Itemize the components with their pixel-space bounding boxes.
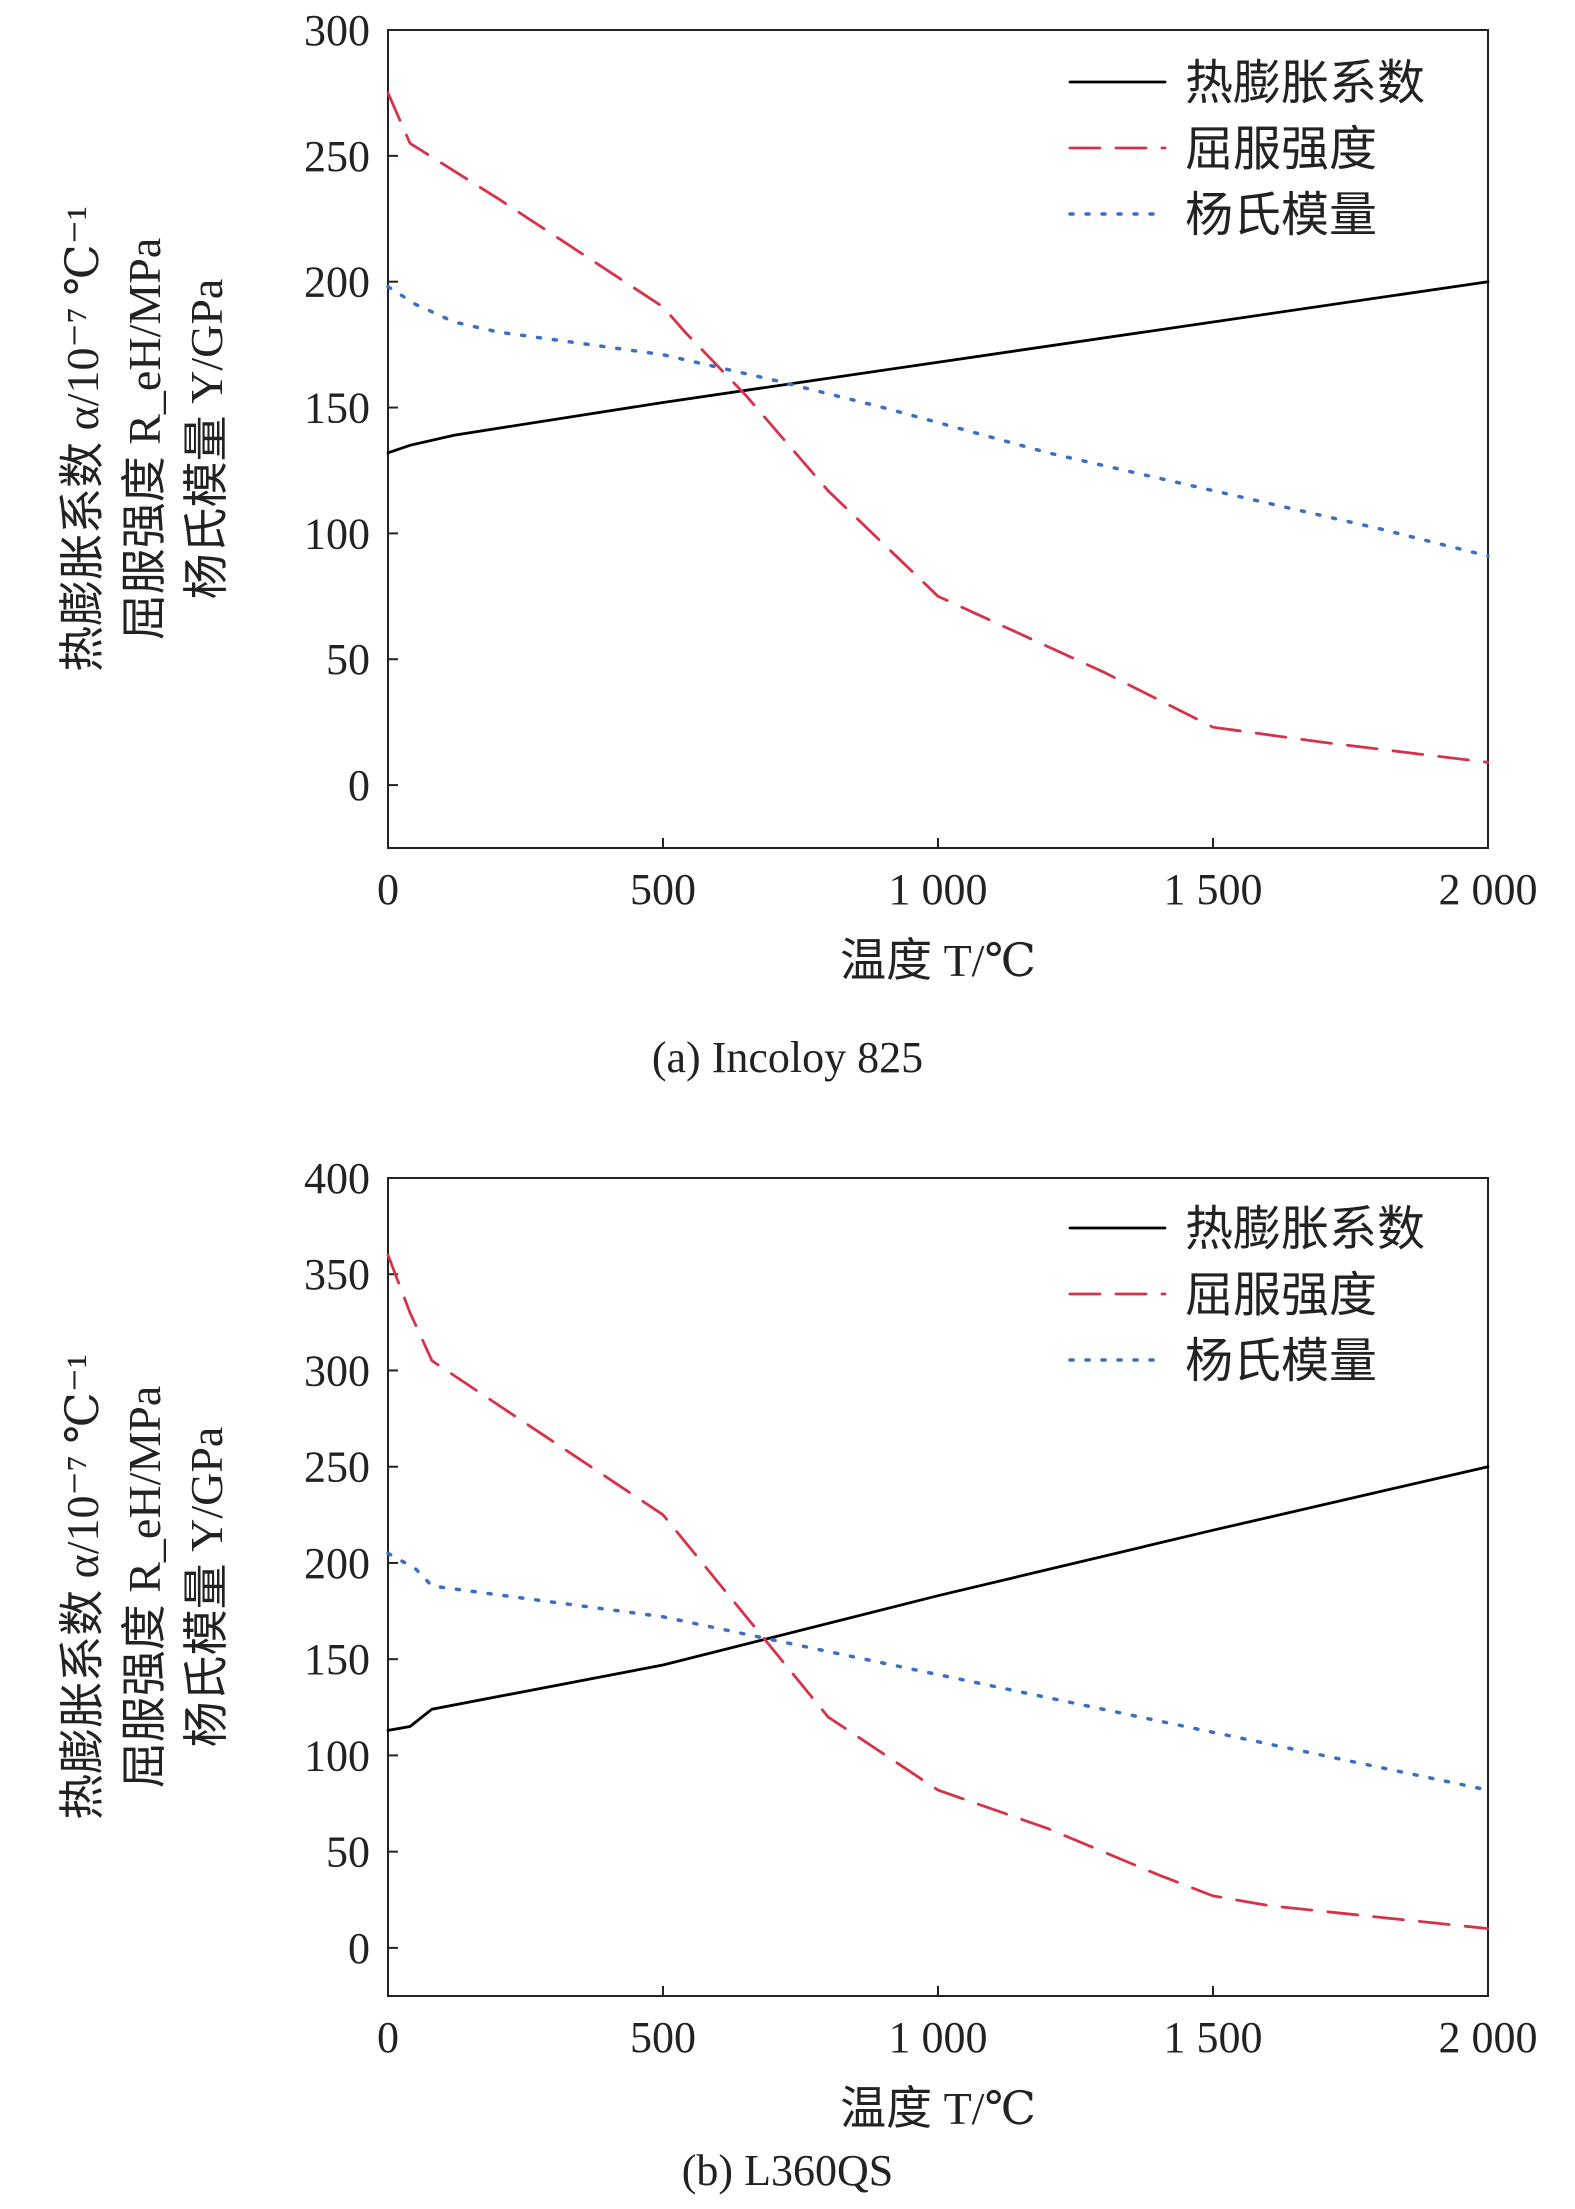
y-tick-label: 200 — [304, 1539, 370, 1588]
y-tick-label: 250 — [304, 132, 370, 181]
y-tick-label: 100 — [304, 509, 370, 558]
y-axis-title: 屈服强度 R_eH/MPa — [119, 238, 170, 641]
x-tick-label: 1 500 — [1164, 865, 1263, 914]
y-axis-title: 杨氏模量 Y/GPa — [181, 1427, 232, 1748]
series-line — [386, 280, 1490, 455]
y-tick-label: 50 — [326, 635, 370, 684]
y-axis-title: 屈服强度 R_eH/MPa — [119, 1386, 170, 1789]
y-tick-label: 400 — [304, 1154, 370, 1203]
series-line — [386, 1465, 1490, 1732]
chart-a: 0 500 1 000 1 500 2 000 0 50 100 150 200 250 300 温度 … — [57, 6, 1538, 986]
y-tick-label: 150 — [304, 384, 370, 433]
y-tick-label: 50 — [326, 1828, 370, 1877]
chart-b: 0 500 1 000 1 500 2 000 0 50 100 150 200 250 300 350… — [57, 1154, 1538, 2134]
series-line — [386, 284, 1490, 558]
x-tick-label: 0 — [377, 2013, 399, 2062]
x-tick-label: 1 000 — [889, 2013, 988, 2062]
y-tick-label: 300 — [304, 1346, 370, 1395]
legend-label: 热膨胀系数 — [1185, 57, 1425, 110]
y-tick-label: 200 — [304, 258, 370, 307]
y-tick-label: 250 — [304, 1443, 370, 1492]
chart-panel-b: 0 500 1 000 1 500 2 000 0 50 100 150 200 250 300 350… — [0, 1120, 1575, 2209]
x-tick-label: 500 — [630, 2013, 696, 2062]
legend-label: 屈服强度 — [1185, 123, 1377, 176]
chart-caption: (a) Incoloy 825 — [651, 1033, 924, 1082]
x-tick-label: 500 — [630, 865, 696, 914]
y-axis-title: 热膨胀系数 α/10⁻⁷ ℃⁻¹ — [57, 206, 108, 672]
x-axis-title: 温度 T/℃ — [840, 935, 1036, 986]
y-tick-label: 100 — [304, 1731, 370, 1780]
x-tick-label: 1 000 — [889, 865, 988, 914]
x-tick-label: 2 000 — [1439, 865, 1538, 914]
chart-caption: (b) L360QS — [681, 2146, 894, 2195]
x-tick-label: 2 000 — [1439, 2013, 1538, 2062]
series-line — [386, 1551, 1490, 1792]
y-tick-label: 300 — [304, 6, 370, 55]
y-tick-label: 0 — [348, 1924, 370, 1973]
legend-label: 杨氏模量 — [1185, 1335, 1377, 1388]
y-tick-label: 0 — [348, 761, 370, 810]
chart-panel-a: 0 500 1 000 1 500 2 000 0 50 100 150 200 250 300 温度 … — [57, 6, 1538, 1082]
x-tick-label: 0 — [377, 865, 399, 914]
x-tick-label: 1 500 — [1164, 2013, 1263, 2062]
y-axis-title: 热膨胀系数 α/10⁻⁷ ℃⁻¹ — [57, 1354, 108, 1820]
y-tick-label: 150 — [304, 1635, 370, 1684]
legend-label: 热膨胀系数 — [1185, 1203, 1425, 1256]
legend-label: 杨氏模量 — [1185, 189, 1377, 242]
x-axis-title: 温度 T/℃ — [840, 2083, 1036, 2134]
y-axis-title: 杨氏模量 Y/GPa — [181, 279, 232, 600]
series-line — [386, 1253, 1490, 1930]
legend-label: 屈服强度 — [1185, 1269, 1377, 1322]
y-tick-label: 350 — [304, 1250, 370, 1299]
series-line — [386, 91, 1490, 764]
